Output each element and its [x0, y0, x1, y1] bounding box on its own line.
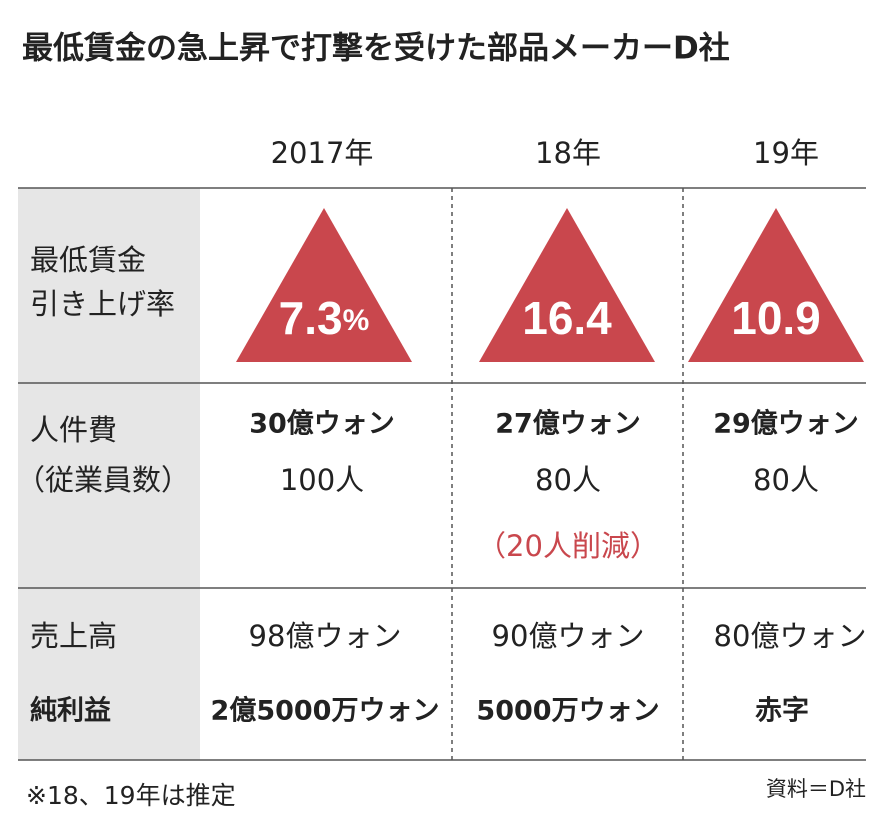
rate-unit: %: [343, 304, 370, 337]
row-label: 人件費: [30, 413, 117, 447]
rate: 10.9: [731, 292, 821, 344]
staff: 80人: [535, 463, 601, 497]
row-label: 純利益: [30, 695, 111, 727]
sales: 90億ウォン: [492, 619, 645, 653]
sales: 80億ウォン: [714, 619, 867, 653]
row-label: （従業員数）: [16, 463, 190, 497]
note: ※18、19年は推定: [26, 781, 236, 810]
sales: 98億ウォン: [249, 619, 402, 653]
row-label: 最低賃金: [30, 243, 146, 277]
column-header: 19年: [753, 136, 819, 170]
profit: 5000万ウォン: [476, 696, 659, 727]
row-label: 引き上げ率: [30, 287, 175, 321]
triangles: [236, 208, 864, 362]
cost: 27億ウォン: [495, 409, 641, 440]
title: 最低賃金の急上昇で打撃を受けた部品メーカーD社: [22, 31, 730, 67]
rate-value: 7.3: [279, 292, 343, 344]
profit: 2億5000万ウォン: [211, 696, 440, 727]
staff: 80人: [753, 463, 819, 497]
row-label: 売上高: [30, 619, 117, 653]
rate: 16.4: [522, 292, 612, 344]
rate: 7.3%: [279, 292, 370, 344]
label-column: [18, 188, 200, 760]
column-header: 2017年: [271, 136, 374, 170]
cost: 30億ウォン: [249, 409, 395, 440]
table-lines: [18, 187, 866, 761]
cost: 29億ウォン: [713, 409, 859, 440]
source: 資料＝D社: [766, 777, 866, 801]
profit: 赤字: [755, 695, 809, 727]
staff-note: （20人削減）: [477, 529, 659, 563]
staff: 100人: [280, 463, 364, 497]
column-header: 18年: [535, 136, 601, 170]
